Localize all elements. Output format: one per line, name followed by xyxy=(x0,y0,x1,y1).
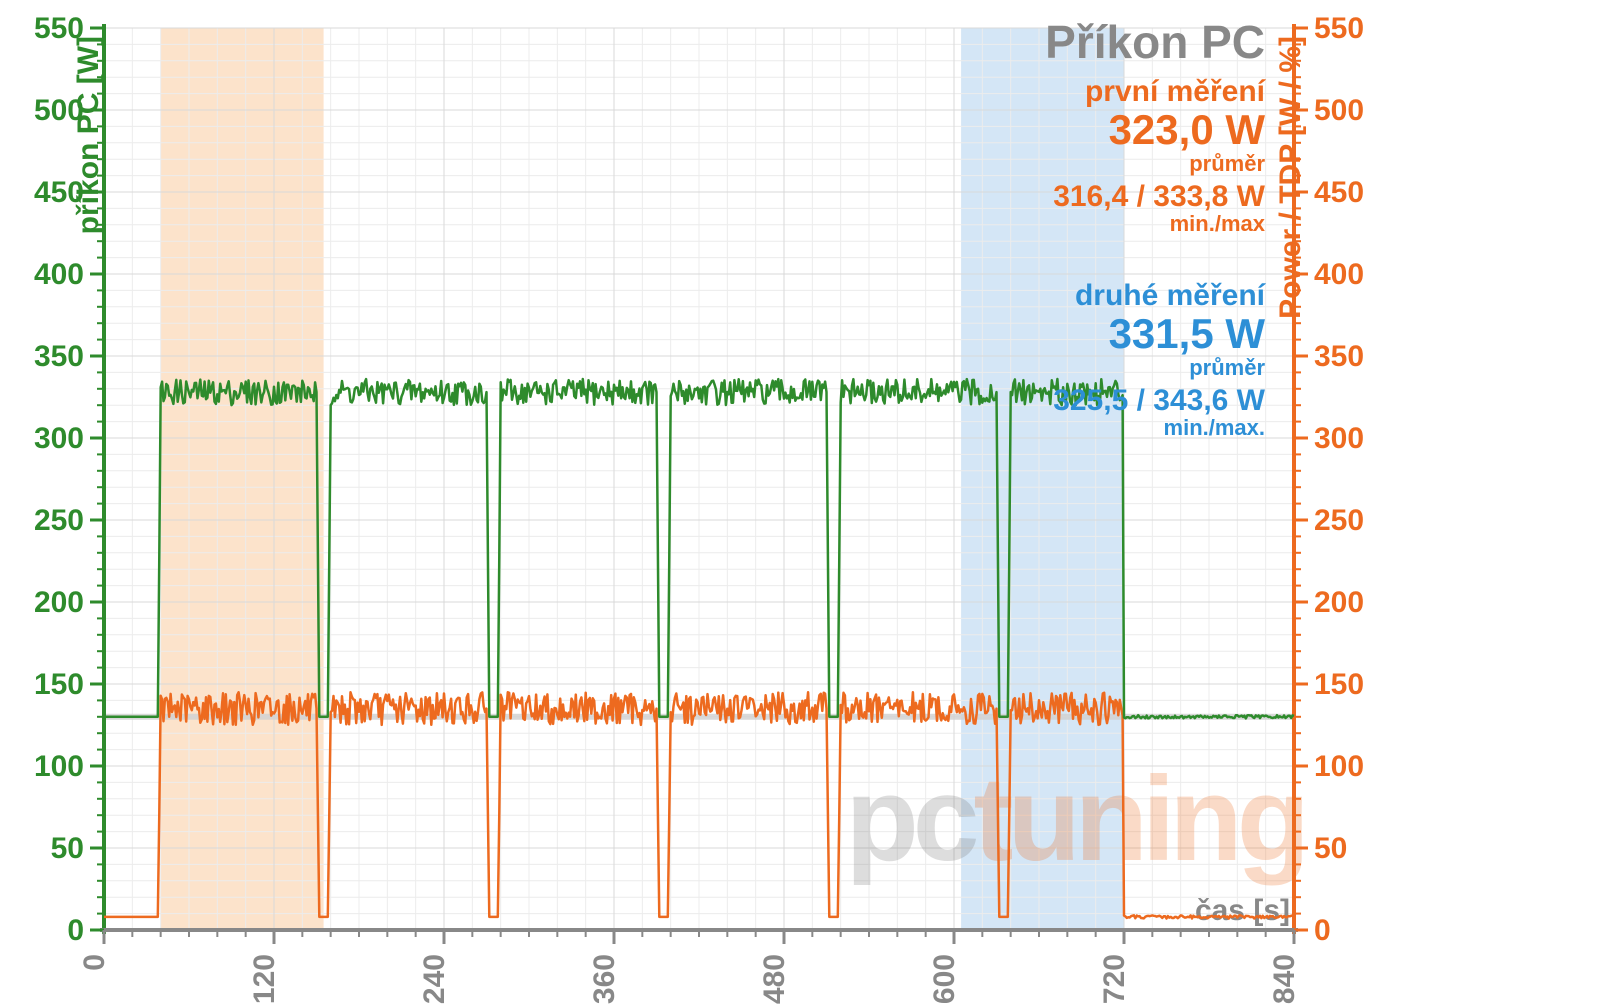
svg-text:400: 400 xyxy=(1314,258,1364,291)
svg-text:0: 0 xyxy=(1314,914,1331,947)
svg-text:příkon PC [W]: příkon PC [W] xyxy=(72,36,105,234)
svg-text:840: 840 xyxy=(1268,954,1301,1004)
svg-text:120: 120 xyxy=(248,954,281,1004)
svg-text:400: 400 xyxy=(34,258,84,291)
svg-text:250: 250 xyxy=(34,504,84,537)
svg-text:250: 250 xyxy=(1314,504,1364,537)
svg-text:720: 720 xyxy=(1098,954,1131,1004)
svg-text:čas [s]: čas [s] xyxy=(1195,894,1290,927)
svg-text:100: 100 xyxy=(1314,750,1364,783)
svg-text:150: 150 xyxy=(34,668,84,701)
svg-text:350: 350 xyxy=(1314,340,1364,373)
power-chart: 0 50 100 150 200 250 300 350 400 450 500 550 0 50 100 1… xyxy=(0,0,1600,1008)
svg-text:0: 0 xyxy=(78,954,111,971)
svg-text:50: 50 xyxy=(51,832,84,865)
svg-text:0: 0 xyxy=(67,914,84,947)
svg-text:480: 480 xyxy=(758,954,791,1004)
svg-text:360: 360 xyxy=(588,954,621,1004)
svg-text:200: 200 xyxy=(1314,586,1364,619)
svg-text:50: 50 xyxy=(1314,832,1347,865)
svg-text:200: 200 xyxy=(34,586,84,619)
svg-text:350: 350 xyxy=(34,340,84,373)
svg-text:150: 150 xyxy=(1314,668,1364,701)
svg-text:300: 300 xyxy=(34,422,84,455)
svg-text:600: 600 xyxy=(928,954,961,1004)
svg-text:500: 500 xyxy=(1314,94,1364,127)
svg-text:550: 550 xyxy=(1314,12,1364,45)
svg-text:240: 240 xyxy=(418,954,451,1004)
svg-text:300: 300 xyxy=(1314,422,1364,455)
svg-text:Power / TDP [W / %]: Power / TDP [W / %] xyxy=(1274,36,1307,319)
svg-text:450: 450 xyxy=(1314,176,1364,209)
chart-svg: 0 50 100 150 200 250 300 350 400 450 500 550 0 50 100 1… xyxy=(0,0,1600,1008)
svg-text:100: 100 xyxy=(34,750,84,783)
